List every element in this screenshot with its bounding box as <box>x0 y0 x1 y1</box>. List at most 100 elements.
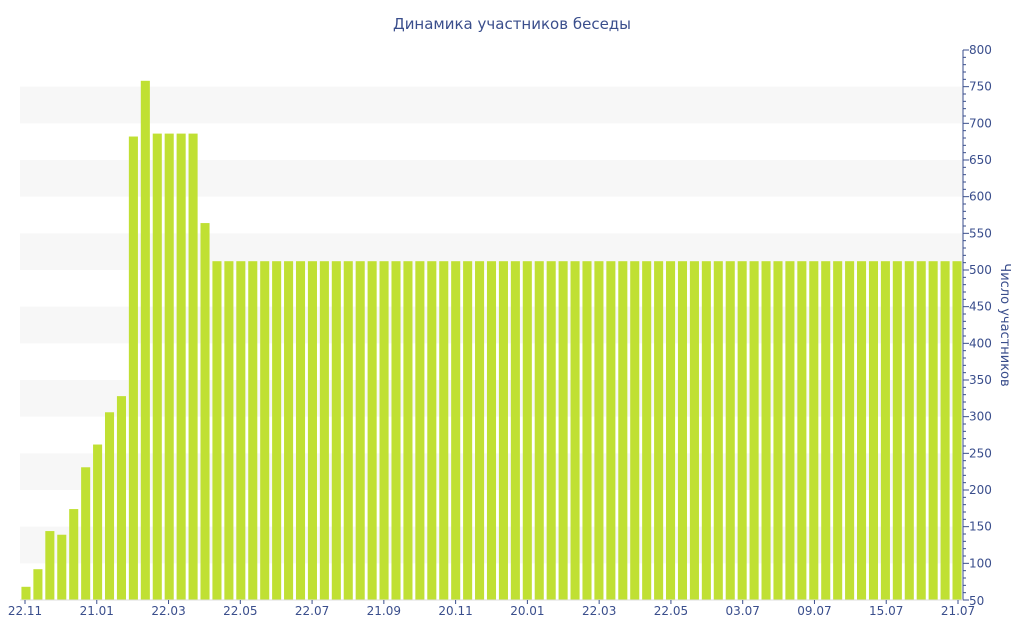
bar <box>486 261 497 600</box>
x-axis: 22.11 21.01 22.03 22.05 22.07 21.09 20.11 20.01… <box>8 599 975 618</box>
bar <box>666 261 676 600</box>
bar <box>904 261 914 600</box>
x-tick-label: 22.05 <box>654 604 688 618</box>
bar <box>164 133 174 600</box>
bar <box>69 509 79 600</box>
y-axis-label: Число участников <box>997 263 1012 386</box>
bar <box>928 261 938 600</box>
grid-band <box>20 86 963 124</box>
bar <box>761 261 771 600</box>
bar <box>546 261 556 600</box>
bar <box>534 261 544 600</box>
x-tick-label: 21.01 <box>80 604 114 618</box>
x-tick-label: 22.07 <box>295 604 329 618</box>
y-tick-label: 550 <box>969 226 992 240</box>
bar <box>307 261 317 600</box>
bar <box>701 261 711 600</box>
y-tick-label: 600 <box>969 190 992 204</box>
y-tick-label: 50 <box>969 594 984 608</box>
bar <box>355 261 365 600</box>
bar <box>45 531 55 600</box>
y-tick-label: 200 <box>969 483 992 497</box>
bar <box>260 261 270 600</box>
bar <box>630 261 640 600</box>
bar <box>797 261 807 600</box>
chart-bars <box>21 80 962 601</box>
bar <box>331 261 341 600</box>
y-tick-label: 400 <box>969 336 992 350</box>
bar <box>427 261 437 600</box>
bar <box>916 261 926 600</box>
x-tick-label: 20.01 <box>510 604 544 618</box>
bar <box>140 80 150 601</box>
bar <box>868 261 879 600</box>
bar <box>93 444 103 600</box>
bar <box>475 261 485 600</box>
x-tick-label: 21.09 <box>367 604 401 618</box>
bar <box>833 261 843 600</box>
bar <box>952 261 962 600</box>
bar <box>582 261 592 600</box>
bar <box>33 569 43 600</box>
x-tick-label: 20.11 <box>438 604 472 618</box>
bar <box>176 133 186 600</box>
bar <box>367 261 377 600</box>
bar <box>594 261 604 600</box>
y-tick-label: 350 <box>969 373 992 387</box>
x-tick-label: 22.03 <box>151 604 185 618</box>
y-tick-label: 500 <box>969 263 992 277</box>
bar <box>677 261 688 600</box>
bar <box>403 261 413 600</box>
bar <box>654 261 664 600</box>
bar <box>845 261 855 600</box>
y-tick-label: 700 <box>969 116 992 130</box>
bar <box>415 261 425 600</box>
bar <box>857 261 867 600</box>
bar <box>391 261 401 600</box>
bar <box>379 261 389 600</box>
bar <box>773 261 783 600</box>
bar <box>128 136 138 600</box>
bar <box>200 223 210 600</box>
bar <box>272 261 282 600</box>
y-tick-label: 150 <box>969 520 992 534</box>
x-tick-label: 03.07 <box>726 604 760 618</box>
chart-title: Динамика участников беседы <box>393 15 631 33</box>
bar <box>212 261 222 600</box>
bar <box>940 261 950 600</box>
x-tick-label: 22.03 <box>582 604 616 618</box>
y-tick-label: 100 <box>969 556 992 570</box>
bar <box>785 261 795 600</box>
bar <box>236 261 246 600</box>
bar <box>522 261 532 600</box>
y-tick-label: 800 <box>969 43 992 57</box>
bar <box>618 261 628 600</box>
bar <box>606 261 616 600</box>
bar <box>821 261 831 600</box>
y-tick-label: 750 <box>969 80 992 94</box>
x-tick-label: 22.05 <box>223 604 257 618</box>
bar <box>463 261 473 600</box>
bar <box>689 261 699 600</box>
bar <box>570 261 580 600</box>
bar <box>713 261 723 600</box>
bar <box>558 261 568 600</box>
bar <box>451 261 461 600</box>
bar <box>880 261 890 600</box>
bar <box>224 261 234 600</box>
x-tick-label: 09.07 <box>797 604 831 618</box>
bar <box>81 467 91 600</box>
y-axis: 100 150 200 250 300 350 400 450 500 550 600 650 700 7… <box>962 43 992 608</box>
bar <box>510 261 520 600</box>
bar <box>57 534 67 600</box>
bar <box>498 261 508 600</box>
bar <box>892 261 902 600</box>
bar <box>248 261 258 600</box>
bar <box>104 412 115 600</box>
bar <box>439 261 449 600</box>
y-tick-label: 650 <box>969 153 992 167</box>
bar <box>343 261 353 600</box>
bar <box>152 133 162 600</box>
